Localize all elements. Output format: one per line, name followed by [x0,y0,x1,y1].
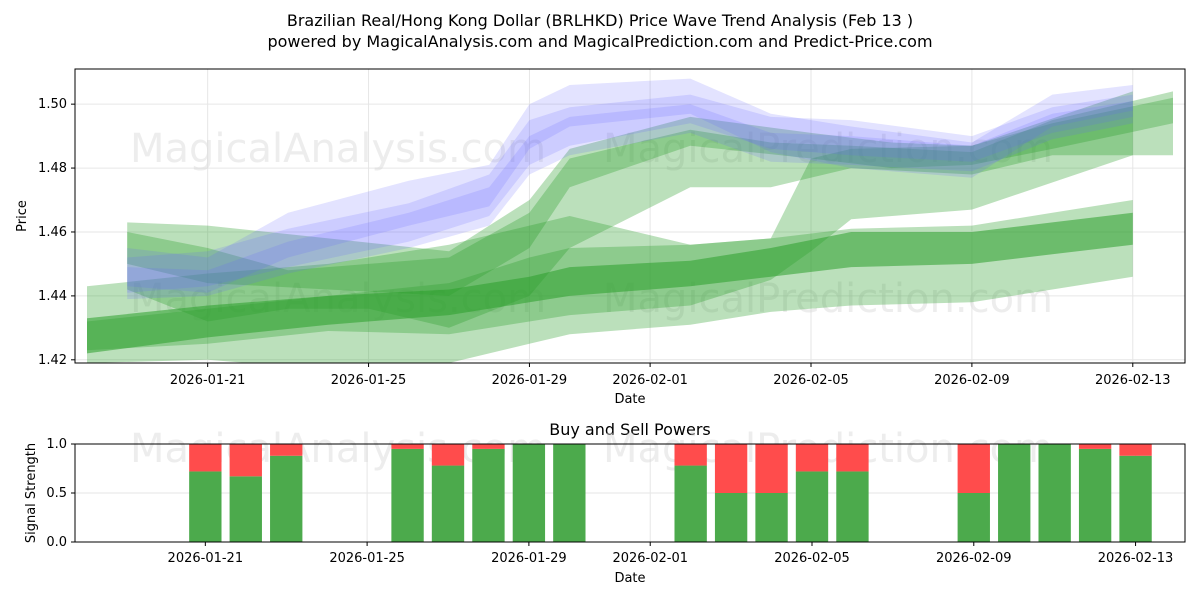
price-x-ticks: 2026-01-21 2026-01-25 2026-01-29 2026-02-01… [170,363,1171,388]
price-y-tick-label: 1.50 [38,97,67,112]
buy-bar [472,448,505,542]
buy-bar [1119,455,1152,542]
sell-bar [674,444,707,466]
green-wave-2-band [127,91,1174,328]
price-wave-panel: MagicalAnalysis.com MagicalPrediction.co… [15,68,1186,407]
green-wave-1-band [127,97,1174,296]
buy-bar [512,444,546,542]
price-y-tick-label: 1.48 [38,161,67,176]
buy-bar [189,471,222,542]
sell-bar [229,444,262,477]
signal-y-ticks: 0.0 0.5 1.0 [46,437,75,550]
buy-bar [270,455,303,542]
sell-bar [1078,444,1112,449]
buy-bar [714,493,748,542]
signal-x-tick-label: 2026-02-09 [936,551,1012,566]
green-wave-3-band [87,91,1133,351]
price-x-tick-label: 2026-02-13 [1095,373,1171,388]
watermark-prediction-top: MagicalPrediction.com [603,126,1053,172]
blue-wave-3-band [127,101,1133,300]
signal-x-ticks: 2026-01-21 2026-01-25 2026-01-29 2026-02-01… [168,542,1174,566]
blue-wave-2-band [127,78,1133,293]
buy-bar [795,471,829,542]
buy-bar [755,493,788,542]
sell-bar [755,444,788,493]
sell-bar [836,444,869,472]
sell-bar [391,444,424,449]
signal-x-tick-label: 2026-01-29 [491,551,567,566]
buy-bar [391,448,424,542]
sell-bar [1119,444,1152,456]
buy-bar [1038,444,1071,542]
signal-y-axis-label: Signal Strength [24,443,39,543]
watermark-analysis-top: MagicalAnalysis.com [130,126,546,172]
chart-title-line1: Brazilian Real/Hong Kong Dollar (BRLHKD)… [287,11,913,30]
wave-band-group [87,78,1174,363]
price-x-tick-label: 2026-02-01 [612,373,688,388]
buy-bar [836,471,869,542]
chart-title-line2: powered by MagicalAnalysis.com and Magic… [267,32,932,51]
signal-x-tick-label: 2026-01-25 [329,551,405,566]
sell-bar [714,444,748,493]
price-x-tick-label: 2026-02-05 [773,373,849,388]
signal-x-tick-label: 2026-02-01 [612,551,688,566]
sell-bar [431,444,465,466]
price-y-tick-label: 1.46 [38,225,67,240]
sell-bar [957,444,990,493]
price-y-tick-label: 1.44 [38,289,67,304]
price-x-tick-label: 2026-01-21 [170,373,246,388]
price-x-tick-label: 2026-02-09 [934,373,1010,388]
blue-wave-1-band [127,94,1133,293]
price-x-tick-label: 2026-01-29 [492,373,568,388]
green-wave-5-band [87,200,1133,363]
buy-bar [957,493,990,542]
signal-x-tick-label: 2026-02-13 [1098,551,1174,566]
signal-title: Buy and Sell Powers [549,420,711,439]
sell-bar [189,444,222,472]
sell-bar [472,444,505,449]
buy-bar [553,444,586,542]
price-y-tick-label: 1.42 [38,353,67,368]
price-x-axis-label: Date [614,392,645,407]
signal-x-axis-label: Date [614,571,645,586]
signal-y-tick-label: 1.0 [46,437,67,452]
signal-x-tick-label: 2026-01-21 [168,551,244,566]
price-plot-frame [74,68,1186,364]
price-y-axis-label: Price [15,200,30,232]
buy-bar [229,476,262,542]
sell-bar [795,444,829,472]
wave-bands [87,78,1174,363]
buy-bar [674,465,707,542]
price-x-tick-label: 2026-01-25 [331,373,407,388]
price-y-ticks: 1.42 1.44 1.46 1.48 1.50 [38,97,75,368]
signal-x-tick-label: 2026-02-05 [774,551,850,566]
buy-bar [1078,448,1112,542]
signal-y-tick-label: 0.5 [46,486,67,501]
sell-bar [270,444,303,456]
signal-bars [189,444,1152,542]
green-wave-4-band [87,212,1133,354]
buy-bar [998,444,1031,542]
signal-y-tick-label: 0.0 [46,535,67,550]
buy-bar [431,465,465,542]
signal-panel: Buy and Sell Powers MagicalAnalysis.com … [24,420,1186,586]
